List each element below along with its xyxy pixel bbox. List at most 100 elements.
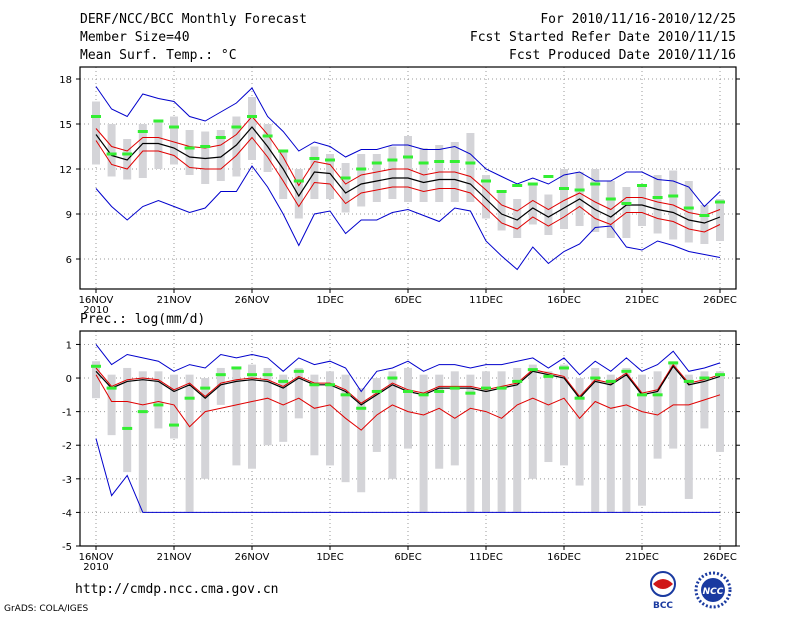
prec-ytick-label: -2 xyxy=(62,441,72,452)
prec-member-range-bar xyxy=(248,364,256,469)
prec-member-range-bar xyxy=(357,388,366,493)
temp-member-range-bar xyxy=(482,175,490,219)
prec-ytick-label: 1 xyxy=(66,340,72,351)
temp-member-range-bar xyxy=(357,154,366,207)
temp-ytick-label: 12 xyxy=(59,165,72,176)
temp-member-range-bar xyxy=(497,190,506,231)
prec-member-range-bar xyxy=(341,374,350,483)
fcst-started-date: Fcst Started Refer Date 2010/11/15 xyxy=(469,30,736,45)
prec-ytick-label: -3 xyxy=(62,475,72,486)
temp-mean-line xyxy=(95,126,721,224)
prec-ytick-label: 0 xyxy=(66,374,72,385)
prec-member-range-bar xyxy=(294,367,303,419)
prec-member-range-bar xyxy=(388,371,397,479)
temp-member-range-bar xyxy=(294,169,303,219)
prec-xtick-label: 26DEC xyxy=(703,552,737,563)
prec-member-range-bar xyxy=(201,378,210,479)
fcst-produced-date: Fcst Produced Date 2010/11/16 xyxy=(509,48,736,63)
temp-xtick-label: 1DEC xyxy=(316,295,343,306)
temp-member-range-bar xyxy=(528,184,537,225)
temp-xtick-label: 11DEC xyxy=(469,295,503,306)
temp-member-range-bar xyxy=(92,101,100,165)
bcc-logo-ring xyxy=(650,571,676,597)
prec-member-range-bar xyxy=(482,371,490,513)
prec-lower-spread-line xyxy=(95,374,721,431)
prec-ytick-label: -1 xyxy=(62,408,72,419)
temp-member-range-bar xyxy=(248,97,256,160)
prec-member-range-bar xyxy=(575,378,584,486)
temp-xtick-label: 21DEC xyxy=(625,295,659,306)
temp-xtick-label: 6DEC xyxy=(394,295,421,306)
prec-member-range-bar xyxy=(638,374,646,506)
ncc-logo-text: NCC xyxy=(703,587,724,597)
temp-xtick-label: 26NOV xyxy=(235,295,270,306)
prec-year-label: 2010 xyxy=(83,562,108,573)
temp-member-range-bar xyxy=(388,146,397,199)
temp-ytick-label: 15 xyxy=(59,120,72,131)
temp-member-range-bar xyxy=(684,181,693,243)
temp-member-range-bar xyxy=(341,163,350,213)
prec-member-range-bar xyxy=(404,367,412,449)
temp-ytick-label: 18 xyxy=(59,75,72,86)
temp-member-range-bar xyxy=(513,199,522,238)
prec-member-range-bar xyxy=(591,367,600,513)
temp-xtick-label: 21NOV xyxy=(157,295,192,306)
prec-upper-spread-line xyxy=(95,363,721,404)
prec-ytick-label: -4 xyxy=(62,508,72,519)
temp-min-line xyxy=(95,165,721,271)
temp-member-range-bar xyxy=(279,149,288,199)
prec-xtick-label: 21NOV xyxy=(157,552,192,563)
temp-xtick-label: 26DEC xyxy=(703,295,737,306)
prec-panel-title: Prec.: log(mm/d) xyxy=(80,312,205,327)
temp-year-label: 2010 xyxy=(83,305,108,316)
prec-member-range-bar xyxy=(263,367,272,446)
prec-member-range-bar xyxy=(123,367,132,473)
prec-max-line xyxy=(95,344,721,393)
temp-member-range-bar xyxy=(170,116,178,165)
temp-member-range-bar xyxy=(232,116,241,177)
prec-member-range-bar xyxy=(466,374,475,513)
temp-ytick-label: 6 xyxy=(66,255,72,266)
temp-lower-spread-line xyxy=(95,136,721,233)
prec-member-range-bar xyxy=(544,371,553,463)
forecast-period: For 2010/11/16-2010/12/25 xyxy=(540,12,736,27)
temp-member-range-bar xyxy=(544,194,553,235)
temp-xtick-label: 16NOV xyxy=(79,295,114,306)
temp-member-range-bar xyxy=(653,175,662,234)
source-url[interactable]: http://cmdp.ncc.cma.gov.cn xyxy=(75,582,279,597)
member-size: Member Size=40 xyxy=(80,30,190,45)
ncc-logo-core xyxy=(701,578,725,602)
prec-member-range-bar xyxy=(497,371,506,513)
prec-member-range-bar xyxy=(310,374,319,456)
grads-credit: GrADS: COLA/IGES xyxy=(4,604,89,614)
prec-member-range-bar xyxy=(185,374,194,513)
prec-member-range-bar xyxy=(232,367,241,466)
prec-xtick-label: 11DEC xyxy=(469,552,503,563)
temp-upper-spread-line xyxy=(95,115,721,217)
prec-member-range-bar xyxy=(279,374,288,442)
temp-member-range-bar xyxy=(326,154,334,199)
prec-member-range-bar xyxy=(528,364,537,479)
temp-member-range-bar xyxy=(185,130,194,175)
prec-min-line xyxy=(95,438,720,513)
prec-member-range-bar xyxy=(435,374,444,469)
prec-member-range-bar xyxy=(684,374,693,499)
temp-panel: 6 9 12 15 18 16NOV 21NOV 26NOV 1DEC 6DEC 11DEC 16DE… xyxy=(59,66,740,316)
bcc-logo-swirl xyxy=(653,579,673,589)
temp-xtick-label: 16DEC xyxy=(547,295,581,306)
temp-member-range-bar xyxy=(154,121,163,169)
prec-member-range-bar xyxy=(216,367,225,405)
temp-member-range-bar xyxy=(372,154,381,202)
bcc-logo: BCC xyxy=(650,571,676,610)
prec-member-range-bar xyxy=(154,371,163,429)
temp-member-range-bar xyxy=(263,124,272,172)
forecast-title: DERF/NCC/BCC Monthly Forecast xyxy=(80,12,307,27)
temp-member-range-bar xyxy=(700,205,709,244)
prec-xtick-label: 16NOV xyxy=(79,552,114,563)
temp-member-range-bar xyxy=(591,169,600,232)
temp-member-range-bar xyxy=(216,130,225,181)
prec-member-range-bar xyxy=(606,374,615,513)
temp-ytick-label: 9 xyxy=(66,210,72,221)
prec-xtick-label: 21DEC xyxy=(625,552,659,563)
